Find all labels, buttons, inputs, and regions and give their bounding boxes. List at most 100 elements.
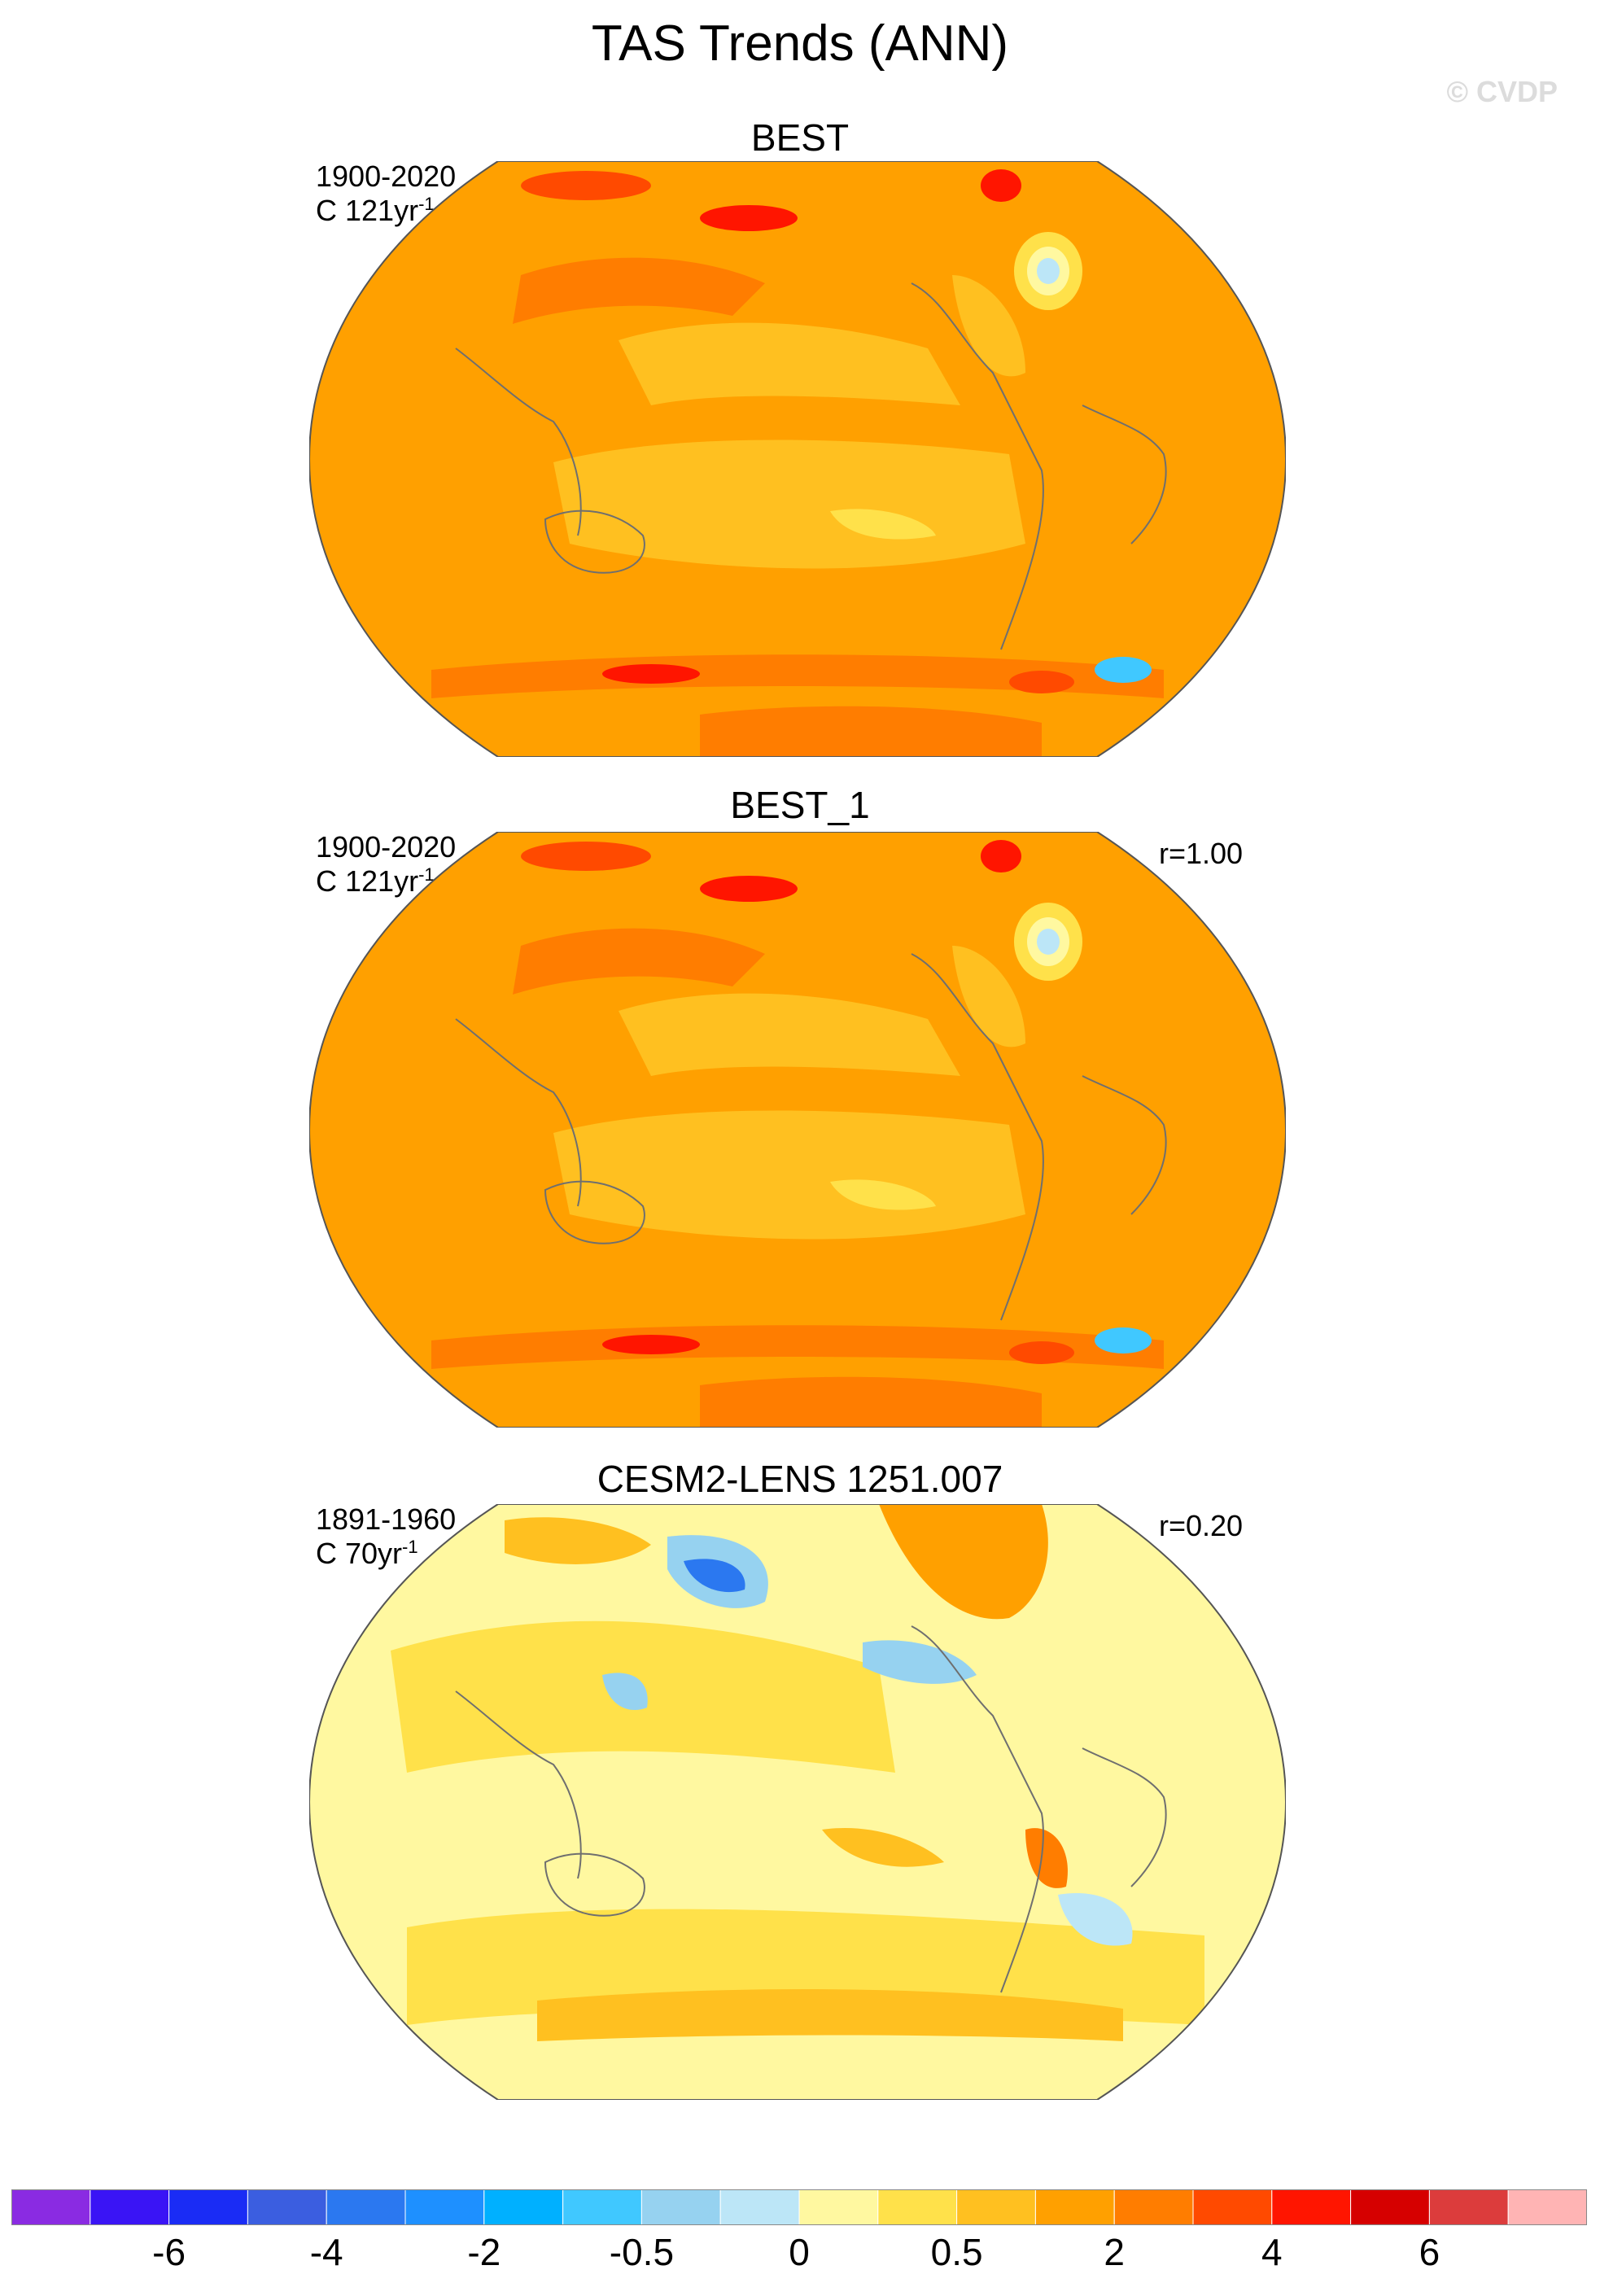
panel-title: BEST_1 (730, 784, 870, 826)
units-label: C 121yr-1 (316, 864, 435, 899)
trend-map-best (309, 161, 1286, 757)
yellow-region (830, 1179, 936, 1210)
colorbar-swatch (11, 2189, 91, 2225)
gold-region (619, 322, 960, 405)
gold-region (553, 1110, 1025, 1240)
colorbar (11, 2189, 1587, 2225)
gold-region (553, 440, 1025, 569)
coastline (544, 509, 645, 574)
panel-title: CESM2-LENS 1251.007 (597, 1458, 1003, 1500)
yellow-region (830, 509, 936, 540)
dark-orange-region (1025, 1828, 1068, 1888)
period-label: 1900-2020 (316, 830, 457, 864)
map-border (309, 1504, 1286, 2100)
blue-region (1095, 1327, 1152, 1354)
period-label: 1891-1960 (316, 1502, 457, 1536)
colorbar-tick-label: -0.5 (609, 2231, 675, 2273)
coastline (455, 348, 582, 536)
lightblue-region (1058, 1893, 1133, 1946)
units-text: C 121yr (316, 194, 419, 227)
dark-orange-region (513, 257, 765, 324)
correlation-label: r=1.00 (1159, 837, 1244, 870)
coastline (544, 1852, 645, 1917)
red-spot (981, 169, 1021, 202)
colorbar-swatch (1507, 2189, 1587, 2225)
panel-title: BEST (750, 116, 850, 159)
red-spot (521, 842, 651, 871)
blue-region (602, 1673, 648, 1711)
trend-map-cesm2 (309, 1504, 1286, 2100)
colorbar-tick-label: 6 (1419, 2231, 1440, 2273)
units-label: C 70yr-1 (316, 1537, 418, 1571)
units-exponent: -1 (418, 194, 435, 214)
colorbar-swatch (1428, 2189, 1509, 2225)
coastline (911, 282, 1044, 650)
red-spot (521, 171, 651, 200)
dark-orange-region (700, 706, 1042, 757)
colorbar-tick-label: 0.5 (930, 2231, 983, 2273)
gold-region (952, 946, 1025, 1047)
colorbar-tick-label: -2 (467, 2231, 501, 2273)
colorbar-swatch (1034, 2189, 1115, 2225)
dark-orange-region (431, 1325, 1164, 1369)
colorbar-tick-label: -4 (309, 2231, 343, 2273)
red-spot (602, 664, 700, 684)
colorbar-swatch (1192, 2189, 1273, 2225)
map-border (309, 832, 1286, 1428)
gold-region (619, 993, 960, 1076)
dark-blue-region (684, 1559, 745, 1593)
coastline (455, 1018, 582, 1207)
colorbar-swatch (90, 2189, 170, 2225)
lightblue-region (1037, 258, 1060, 284)
units-text: C 121yr (316, 864, 419, 898)
colorbar-swatch (640, 2189, 721, 2225)
cvdp-watermark: © CVDP (1446, 75, 1558, 108)
red-spot (700, 205, 798, 231)
colorbar-swatch (404, 2189, 485, 2225)
colorbar-swatch (1350, 2189, 1430, 2225)
coastline (911, 1625, 1044, 1993)
coastline (455, 1690, 582, 1879)
coastline (1082, 405, 1167, 544)
lightblue-region (1037, 929, 1060, 955)
gold-region (952, 275, 1025, 377)
dark-orange-region (700, 1376, 1042, 1428)
units-exponent: -1 (418, 864, 435, 885)
colorbar-swatch (719, 2189, 800, 2225)
red-spot (981, 840, 1021, 872)
coastline (1082, 1747, 1167, 1887)
gold-region (822, 1828, 944, 1867)
colorbar-swatch (562, 2189, 642, 2225)
trend-map-best-1 (309, 832, 1286, 1428)
red-spot (1009, 1341, 1074, 1364)
blue-region (1095, 657, 1152, 683)
colorbar-swatch (247, 2189, 327, 2225)
colorbar-tick-label: 4 (1261, 2231, 1283, 2273)
colorbar-swatch (798, 2189, 879, 2225)
colorbar-tick-label: 0 (789, 2231, 810, 2273)
colorbar-swatch (483, 2189, 564, 2225)
colorbar-swatch (168, 2189, 248, 2225)
orange-region (879, 1504, 1048, 1620)
red-spot (602, 1335, 700, 1354)
correlation-label: r=0.20 (1159, 1509, 1244, 1542)
colorbar-swatch (1113, 2189, 1194, 2225)
colorbar-swatch (877, 2189, 958, 2225)
units-label: C 121yr-1 (316, 194, 435, 228)
colorbar-tick-label: -6 (152, 2231, 186, 2273)
dark-orange-region (513, 928, 765, 995)
colorbar-swatch (956, 2189, 1036, 2225)
red-spot (700, 876, 798, 902)
colorbar-swatch (326, 2189, 406, 2225)
dark-orange-region (431, 654, 1164, 698)
figure-title: TAS Trends (ANN) (591, 15, 1009, 72)
coastline (911, 953, 1044, 1321)
units-text: C 70yr (316, 1537, 403, 1570)
colorbar-frame (11, 2189, 1587, 2225)
gold-region (505, 1517, 651, 1564)
map-border (309, 161, 1286, 757)
colorbar-swatch (1271, 2189, 1352, 2225)
gold-region (537, 1989, 1123, 2041)
red-spot (1009, 671, 1074, 693)
coastline (544, 1180, 645, 1244)
